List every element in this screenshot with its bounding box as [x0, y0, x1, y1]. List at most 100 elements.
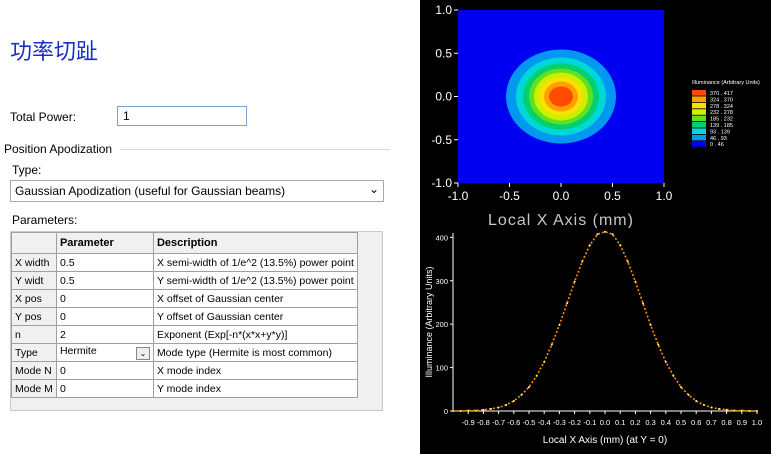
param-value: 0.5: [59, 256, 75, 269]
param-value: 0: [59, 382, 66, 395]
data-point: [528, 386, 530, 389]
apodization-type-select[interactable]: Gaussian Apodization (useful for Gaussia…: [10, 180, 384, 202]
table-row[interactable]: Y pos 0 Y offset of Gaussian center: [11, 307, 358, 326]
table-row[interactable]: X width 0.5 X semi-width of 1/e^2 (13.5%) …: [11, 253, 358, 272]
legend-swatch: [692, 102, 706, 109]
legend-range-label: 93 . 139: [710, 129, 730, 135]
heatmap-legend-title: Illuminance (Arbitrary Units): [692, 80, 760, 86]
data-point: [680, 386, 682, 389]
data-point: [626, 260, 629, 263]
param-value: 2: [59, 328, 66, 341]
legend-range-label: 0 . 46: [710, 142, 724, 148]
data-point: [664, 360, 667, 363]
data-point: [649, 324, 652, 327]
data-point: [573, 280, 576, 283]
param-value-cell[interactable]: 0.5: [55, 253, 154, 272]
row-header: X width: [11, 253, 57, 272]
data-point: [581, 260, 584, 263]
y-tick-label: 0: [444, 407, 448, 416]
param-value-cell[interactable]: 2: [55, 325, 154, 344]
x-tick-label: -0.2: [568, 418, 581, 427]
x-tick-label: 0.3: [645, 418, 655, 427]
data-point: [619, 244, 622, 247]
param-description: Exponent (Exp[-n*(x*x+y*y)]: [152, 325, 358, 344]
param-value: 0: [59, 292, 66, 305]
y-tick-label: 300: [435, 277, 448, 286]
data-point: [695, 400, 698, 403]
heatmap-y-tick-label: 0.0: [435, 90, 452, 104]
x-tick-label: 1.0: [752, 418, 762, 427]
param-value-cell[interactable]: Hermite ⌄: [55, 343, 154, 362]
row-header: n: [11, 325, 57, 344]
data-point: [634, 280, 637, 283]
data-point: [452, 410, 454, 412]
legend-range-label: 185 . 232: [710, 117, 733, 123]
param-value-cell[interactable]: 0.5: [55, 271, 154, 290]
x-tick-label: -0.8: [477, 418, 490, 427]
x-tick-label: 0.5: [676, 418, 686, 427]
y-axis-title: Illuminance (Arbitrary Units): [424, 266, 434, 377]
data-point: [543, 360, 546, 363]
y-tick-label: 100: [435, 364, 448, 373]
table-row[interactable]: n 2 Exponent (Exp[-n*(x*x+y*y)]: [11, 325, 358, 344]
x-tick-label: 0.4: [661, 418, 671, 427]
data-point: [596, 233, 599, 236]
row-header: X pos: [11, 289, 57, 308]
data-point: [725, 408, 728, 411]
table-row[interactable]: Type Hermite ⌄ Mode type (Hermite is most c…: [11, 343, 358, 362]
legend-swatch: [692, 90, 706, 96]
x-axis-title: Local X Axis (mm) (at Y = 0): [543, 435, 667, 446]
x-tick-label: -0.4: [538, 418, 551, 427]
x-tick-label: 0.9: [737, 418, 747, 427]
row-header: Y pos: [11, 307, 57, 326]
grid-corner: [11, 232, 57, 254]
param-description: X offset of Gaussian center: [152, 289, 358, 308]
param-value-cell[interactable]: 0: [55, 379, 154, 398]
data-point: [550, 343, 553, 346]
data-point: [566, 302, 568, 305]
param-value: Hermite: [59, 345, 97, 357]
parameters-label: Parameters:: [12, 213, 78, 227]
plots-panel: -1.0 -0.5 0.0 0.5 1.0 1.0 0.5 0.0 -0.5 -1.0 Local …: [420, 0, 771, 454]
row-header: Mode M: [11, 379, 57, 398]
heatmap-y-tick-label: 1.0: [435, 3, 452, 17]
total-power-input[interactable]: [117, 106, 247, 126]
param-description: Mode type (Hermite is most common): [152, 343, 358, 362]
data-point: [604, 230, 606, 233]
legend-range-label: 46 . 93: [710, 136, 727, 142]
table-row[interactable]: X pos 0 X offset of Gaussian center: [11, 289, 358, 308]
legend-range-label: 278 . 324: [710, 104, 733, 110]
data-point: [505, 403, 508, 406]
data-point: [657, 343, 660, 346]
data-point: [672, 374, 675, 377]
legend-swatch: [692, 141, 706, 147]
legend-swatch: [692, 128, 706, 134]
y-tick-label: 400: [435, 233, 448, 242]
param-value: 0.5: [59, 274, 75, 287]
data-point: [748, 410, 751, 412]
param-value-cell[interactable]: 0: [55, 307, 154, 326]
header-parameter: Parameter: [55, 232, 154, 254]
illuminance-heatmap: -1.0 -0.5 0.0 0.5 1.0 1.0 0.5 0.0 -0.5 -1.0 Local …: [431, 3, 760, 228]
heatmap-y-tick-label: -1.0: [431, 176, 452, 190]
data-point: [611, 233, 614, 236]
param-value-cell[interactable]: 0: [55, 361, 154, 380]
x-tick-label: 0.6: [691, 418, 701, 427]
data-point: [710, 406, 713, 409]
illuminance-line-chart: -0.9 -0.8 -0.7 -0.6 -0.5 -0.4 -0.3 -0.2 -0.1 0.0 0…: [424, 230, 762, 446]
row-header: Y widt: [11, 271, 57, 290]
data-point: [702, 403, 705, 406]
legend-swatch: [692, 109, 706, 115]
chevron-down-icon[interactable]: ⌄: [135, 347, 150, 360]
row-header: Mode N: [11, 361, 57, 380]
x-tick-label: 0.2: [630, 418, 640, 427]
table-row[interactable]: Y widt 0.5 Y semi-width of 1/e^2 (13.5%) p…: [11, 271, 358, 290]
param-value-cell[interactable]: 0: [55, 289, 154, 308]
data-point: [512, 400, 515, 403]
data-point: [756, 410, 758, 412]
apodization-panel: 功率切趾 Total Power: Position Apodization T…: [4, 40, 390, 411]
heatmap-x-axis-title: Local X Axis (mm): [488, 212, 634, 228]
parameters-grid: Parameter Description X width 0.5 X semi-w…: [10, 231, 383, 411]
